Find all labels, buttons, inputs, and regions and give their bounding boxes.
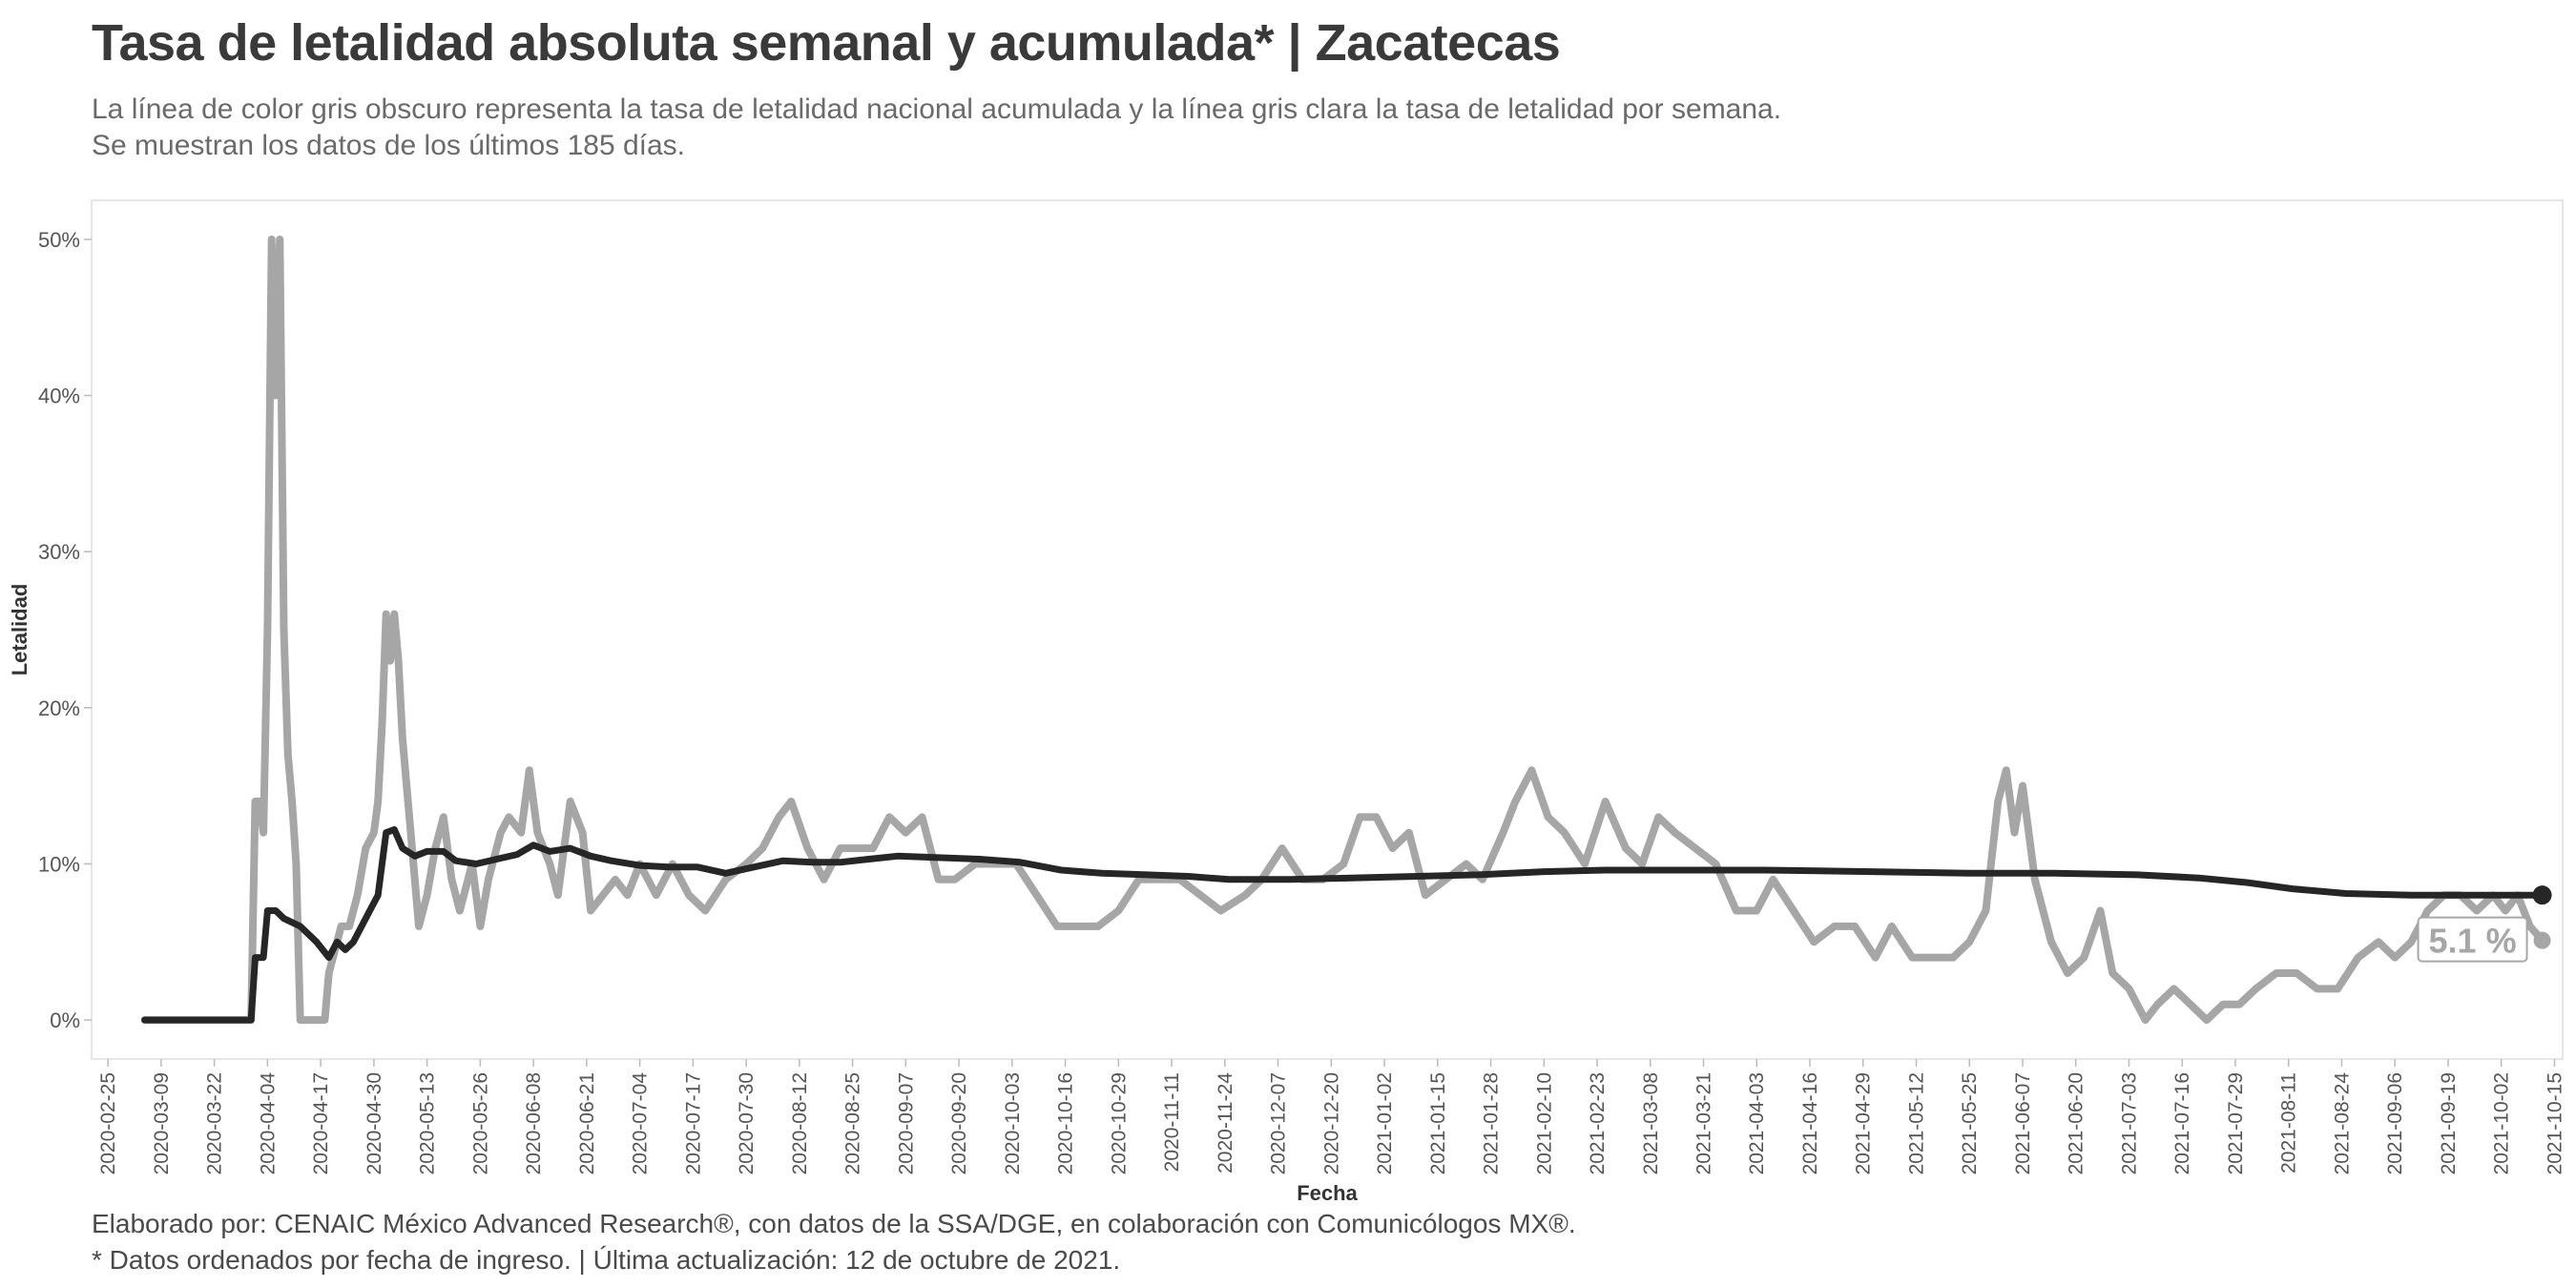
x-tick-label: 2021-05-25 (1959, 1072, 1981, 1174)
x-tick-label: 2021-07-29 (2225, 1072, 2247, 1174)
x-tick-label: 2021-09-06 (2384, 1072, 2406, 1174)
x-tick-label: 2021-01-28 (1481, 1072, 1503, 1174)
weekly-lethality-line (140, 235, 2546, 1025)
x-tick-label: 2020-03-09 (151, 1072, 173, 1174)
x-tick-label: 2020-06-08 (523, 1072, 545, 1174)
y-tick-label: 50% (38, 228, 80, 252)
x-tick-label: 2020-12-20 (1320, 1072, 1342, 1174)
x-tick-label: 2020-06-21 (576, 1072, 598, 1174)
x-tick-label: 2020-09-07 (895, 1072, 917, 1174)
y-tick-label: 0% (50, 1008, 80, 1032)
x-tick-label: 2021-01-02 (1374, 1072, 1396, 1174)
series-layer (140, 235, 2546, 1025)
subtitle-line: Se muestran los datos de los últimos 185… (92, 130, 686, 161)
x-tick-label: 2020-05-26 (469, 1072, 491, 1174)
y-tick-label: 10% (38, 852, 80, 876)
cumulative-end-point (2532, 885, 2552, 905)
y-tick-label: 30% (38, 540, 80, 564)
x-tick-label: 2020-04-17 (310, 1072, 332, 1174)
caption-line: Elaborado por: CENAIC México Advanced Re… (92, 1209, 1576, 1238)
end-marks: 5.1 % (2417, 885, 2552, 963)
x-tick-label: 2021-03-21 (1693, 1072, 1715, 1174)
chart-title: Tasa de letalidad absoluta semanal y acu… (92, 14, 1561, 72)
x-tick-label: 2021-07-03 (2118, 1072, 2140, 1174)
cumulative-lethality-line (141, 826, 2546, 1024)
x-tick-label: 2021-02-10 (1533, 1072, 1555, 1174)
plot-panel (91, 199, 2564, 1060)
x-tick-label: 2021-06-07 (2012, 1072, 2034, 1174)
x-tick-label: 2020-07-17 (682, 1072, 704, 1174)
x-tick-label: 2020-07-04 (630, 1072, 652, 1175)
x-tick-label: 2020-10-03 (1002, 1072, 1024, 1174)
y-axis-ticks: 0% 10% 20% 30% 40% 50% (38, 228, 92, 1032)
y-tick-label: 20% (38, 696, 80, 720)
x-axis-ticks: 2020-02-25 2020-03-09 2020-03-22 2020-04-04… (97, 1059, 2566, 1174)
x-tick-label: 2020-05-13 (417, 1072, 439, 1174)
weekly-end-point (2533, 931, 2551, 949)
subtitle-line: La línea de color gris obscuro represent… (92, 93, 1782, 125)
x-tick-label: 2020-11-24 (1215, 1072, 1236, 1174)
chart-caption: Elaborado por: CENAIC México Advanced Re… (92, 1206, 1576, 1278)
x-tick-label: 2020-08-12 (789, 1072, 811, 1174)
x-tick-label: 2021-09-19 (2438, 1072, 2460, 1174)
caption-line: * Datos ordenados por fecha de ingreso. … (92, 1245, 1121, 1275)
x-tick-label: 2021-03-08 (1640, 1072, 1662, 1174)
x-tick-label: 2021-05-12 (1905, 1072, 1927, 1174)
x-tick-label: 2020-08-25 (842, 1072, 864, 1174)
x-tick-label: 2021-02-23 (1587, 1072, 1609, 1174)
end-value-label: 5.1 % (2429, 922, 2517, 961)
x-tick-label: 2020-09-20 (948, 1072, 970, 1174)
y-tick-label: 40% (38, 384, 80, 408)
x-tick-label: 2021-04-16 (1799, 1072, 1821, 1174)
x-tick-label: 2020-04-30 (364, 1072, 385, 1174)
x-tick-label: 2021-08-11 (2278, 1072, 2300, 1174)
x-tick-label: 2021-01-15 (1427, 1072, 1449, 1174)
x-tick-label: 2020-11-11 (1161, 1072, 1183, 1172)
x-tick-label: 2021-06-20 (2066, 1072, 2088, 1174)
x-tick-label: 2021-07-16 (2171, 1072, 2193, 1174)
x-tick-label: 2020-10-29 (1108, 1072, 1130, 1174)
x-tick-label: 2021-10-15 (2544, 1072, 2566, 1174)
x-tick-label: 2021-08-24 (2331, 1072, 2353, 1175)
chart-subtitle: La línea de color gris obscuro represent… (92, 92, 1781, 164)
x-tick-label: 2021-04-29 (1853, 1072, 1875, 1174)
x-axis-title: Fecha (1297, 1181, 1358, 1205)
end-value-label-box (2417, 916, 2528, 963)
y-axis-title: Letalidad (8, 584, 31, 676)
x-tick-label: 2020-04-04 (257, 1072, 279, 1175)
x-tick-label: 2020-10-16 (1055, 1072, 1077, 1174)
x-tick-label: 2020-03-22 (204, 1072, 226, 1174)
x-tick-label: 2020-12-07 (1268, 1072, 1290, 1174)
x-tick-label: 2021-04-03 (1746, 1072, 1768, 1174)
x-tick-label: 2021-10-02 (2491, 1072, 2513, 1174)
x-tick-label: 2020-02-25 (97, 1072, 119, 1174)
x-tick-label: 2020-07-30 (736, 1072, 758, 1174)
